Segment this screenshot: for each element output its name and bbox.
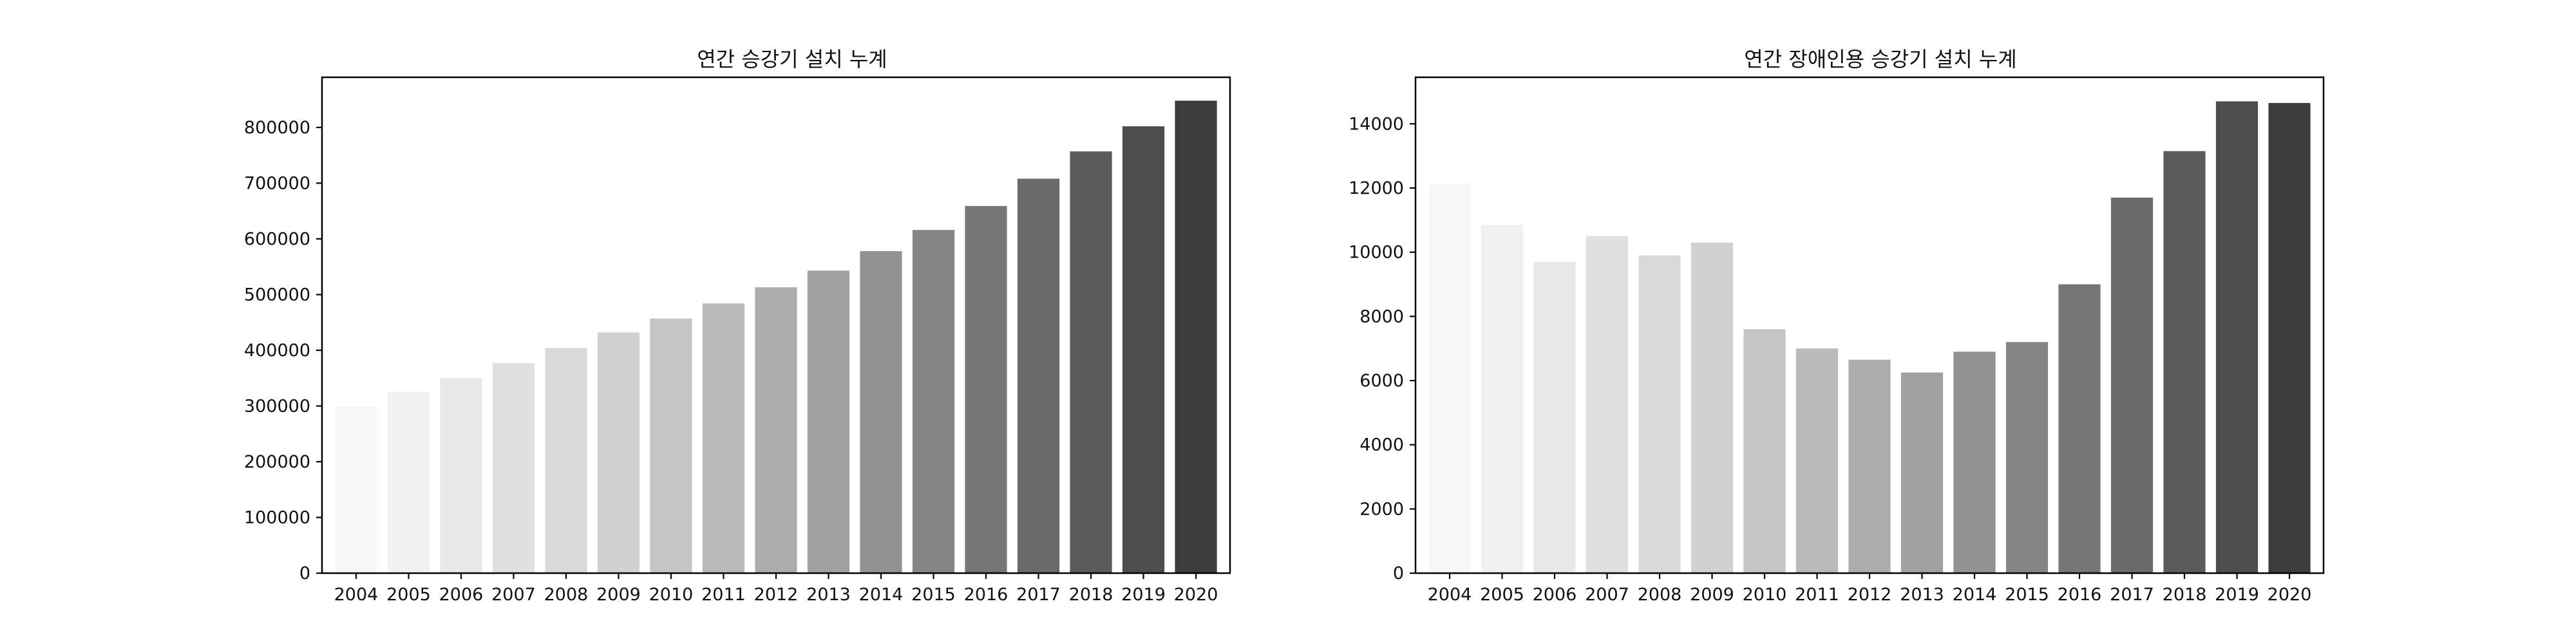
bar-2014 [1953,352,1996,573]
chart-cumulative-elevators: 연간 승강기 설치 누계 0 100000 200000 300000 400000 50… [244,47,1231,605]
x-tick-label: 2008 [1638,585,1682,605]
bar-group [1428,101,2311,574]
x-tick-label: 2014 [859,585,904,605]
x-tick-label: 2006 [439,585,484,605]
bar-2017 [1017,178,1060,574]
bar-2007 [1586,236,1629,573]
x-tick-label: 2020 [1174,585,1218,605]
bar-2012 [755,287,797,573]
y-tick-label: 500000 [244,285,310,305]
y-tick-label: 700000 [244,173,310,193]
x-tick-label: 2011 [701,585,746,605]
bar-2011 [702,303,745,573]
y-tick-label: 0 [1393,564,1404,583]
x-tick-label: 2012 [1848,585,1892,605]
bar-2008 [1638,255,1681,573]
bar-group [335,100,1217,574]
bar-2018 [1070,151,1112,573]
y-tick-label: 14000 [1349,114,1404,134]
bar-2005 [1481,225,1524,573]
x-tick-label: 2005 [1480,585,1524,605]
x-tick-label: 2010 [1743,585,1787,605]
x-tick-label: 2004 [334,585,379,605]
x-tick-label: 2009 [1690,585,1734,605]
bar-2009 [597,332,640,573]
bar-2015 [912,230,955,573]
y-tick-label: 100000 [244,507,310,527]
bar-2012 [1848,359,1891,573]
chart-title: 연간 장애인용 승강기 설치 누계 [1744,47,2016,71]
x-tick-label: 2008 [544,585,589,605]
bar-2004 [1428,183,1471,574]
bar-2013 [1900,372,1944,573]
bar-2016 [2058,284,2101,573]
x-tick-label: 2009 [596,585,641,605]
x-tick-label: 2019 [2215,585,2259,605]
y-tick-label: 0 [299,564,310,583]
bar-2010 [650,318,692,573]
bar-2014 [860,251,902,573]
x-tick-label: 2004 [1428,585,1472,605]
y-tick-label: 200000 [244,452,310,472]
x-tick-label: 2015 [2005,585,2049,605]
y-tick-label: 400000 [244,341,310,361]
bar-2020 [1175,100,1217,574]
y-axis: 0 100000 200000 300000 400000 500000 600000 700… [244,118,322,583]
x-axis: 2004 2005 2006 2007 2008 2009 2010 2011 2012 2013… [1428,573,2312,605]
y-tick-label: 8000 [1359,307,1404,327]
x-tick-label: 2006 [1533,585,1577,605]
x-tick-label: 2007 [1585,585,1629,605]
y-tick-label: 12000 [1349,178,1404,198]
bar-2009 [1690,242,1734,573]
x-tick-label: 2017 [1016,585,1061,605]
bar-2020 [2268,102,2311,573]
y-tick-label: 600000 [244,229,310,249]
x-tick-label: 2012 [754,585,799,605]
bar-2005 [387,391,430,573]
x-tick-label: 2019 [1121,585,1166,605]
x-tick-label: 2018 [1069,585,1113,605]
bar-2006 [1533,261,1576,573]
bar-2019 [2215,101,2259,573]
bar-2016 [965,205,1007,574]
x-tick-label: 2005 [386,585,431,605]
x-tick-label: 2016 [964,585,1009,605]
bar-2017 [2110,197,2154,573]
chart-cumulative-accessible-elevators: 연간 장애인용 승강기 설치 누계 0 2000 4000 6000 8000 10000… [1349,47,2325,605]
x-tick-label: 2007 [491,585,536,605]
x-tick-label: 2016 [2058,585,2102,605]
y-tick-label: 10000 [1349,243,1404,263]
x-tick-label: 2017 [2110,585,2154,605]
x-tick-label: 2013 [1900,585,1944,605]
x-tick-label: 2013 [806,585,851,605]
bar-2013 [807,270,850,573]
plot-frame [1414,76,2325,574]
y-axis: 0 2000 4000 6000 8000 10000 12000 14000 [1349,114,1416,583]
bar-2008 [545,348,587,573]
x-tick-label: 2011 [1795,585,1839,605]
bar-2015 [2005,342,2049,573]
bar-2018 [2163,151,2206,573]
x-tick-label: 2010 [649,585,694,605]
y-tick-label: 4000 [1359,435,1404,455]
bar-2010 [1743,329,1786,573]
y-tick-label: 2000 [1359,499,1404,519]
bar-2007 [492,363,535,573]
bar-2006 [440,378,482,573]
plot-frame [321,76,1231,574]
bar-2011 [1795,348,1839,573]
y-tick-label: 300000 [244,396,310,416]
x-axis: 2004 2005 2006 2007 2008 2009 2010 2011 2012 2013… [334,573,1218,605]
y-tick-label: 6000 [1359,371,1404,391]
x-tick-label: 2018 [2163,585,2207,605]
x-tick-label: 2014 [1953,585,1997,605]
chart-title: 연간 승강기 설치 누계 [697,47,887,71]
y-tick-label: 800000 [244,118,310,138]
bar-2004 [335,407,377,573]
x-tick-label: 2020 [2268,585,2312,605]
bar-2019 [1122,126,1165,573]
x-tick-label: 2015 [911,585,956,605]
